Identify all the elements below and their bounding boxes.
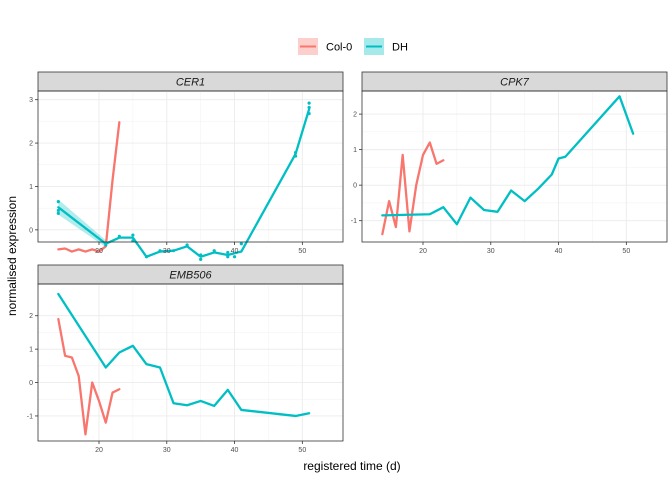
data-point-dh-cer1	[185, 243, 189, 247]
x-tick-label: 50	[298, 248, 306, 255]
legend-label-col0: Col-0	[326, 42, 352, 54]
data-point-dh-cer1	[226, 250, 230, 255]
data-point-dh-cer1	[104, 243, 108, 247]
y-axis-cpk7: -1 0 1 2	[351, 112, 362, 225]
y-tick-label: 3	[29, 97, 33, 104]
x-tick-label: 30	[163, 447, 171, 454]
x-tick-label: 30	[487, 248, 495, 255]
data-point-dh-cer1	[199, 253, 203, 257]
x-tick-label: 20	[419, 248, 427, 255]
data-point-dh-cer1	[56, 211, 60, 215]
y-tick-label: 0	[29, 380, 33, 387]
panel-marks-cpk7	[381, 95, 635, 236]
series-line-col0-cer1	[57, 121, 121, 253]
panel-border-cpk7	[361, 90, 668, 243]
data-point-dh-cer1	[293, 151, 298, 155]
y-axis-cer1: 0 1 2 3	[29, 97, 38, 234]
y-axis-title: normalised expression	[5, 196, 19, 316]
panel-grid-cpk7	[362, 91, 667, 242]
y-tick-label: 1	[29, 184, 33, 191]
data-point-dh-cer1	[199, 257, 203, 261]
series-line-dh-cpk7	[381, 95, 635, 226]
series-line-dh-cer1	[57, 108, 311, 258]
facet-strip-label-cer1: CER1	[176, 77, 205, 89]
data-point-dh-cer1	[307, 111, 311, 116]
x-tick-label: 50	[298, 447, 306, 454]
x-tick-label: 20	[95, 248, 103, 255]
facet-panel-cer1: CER1 0 1 2 3 20 30 40 50	[29, 71, 344, 261]
y-tick-label: 0	[353, 183, 357, 190]
legend-item-col0: Col-0	[298, 38, 352, 55]
legend-item-dh: DH	[364, 38, 408, 55]
y-tick-label: 2	[29, 313, 33, 320]
x-tick-label: 30	[163, 248, 171, 255]
panel-marks-emb506	[57, 292, 311, 436]
facet-panel-cpk7: CPK7 -1 0 1 2 20 30 40 50	[351, 71, 668, 255]
panel-border-cer1	[37, 90, 344, 243]
data-point-dh-cer1	[212, 249, 216, 253]
data-point-dh-cer1	[158, 249, 162, 253]
y-tick-label: 0	[29, 227, 33, 234]
x-tick-label: 40	[231, 447, 239, 454]
x-axis-emb506: 20 30 40 50	[95, 441, 306, 454]
panel-marks-cer1	[56, 101, 311, 261]
data-point-dh-cer1	[226, 255, 230, 259]
legend: Col-0 DH	[298, 38, 408, 55]
data-point-dh-cer1	[171, 249, 176, 253]
legend-label-dh: DH	[392, 42, 408, 54]
data-point-dh-cer1	[117, 234, 121, 238]
data-point-dh-cer1	[144, 255, 149, 259]
data-point-dh-cer1	[131, 239, 135, 243]
panel-border-emb506	[37, 283, 344, 442]
data-point-dh-cer1	[307, 105, 311, 110]
x-tick-label: 20	[95, 447, 103, 454]
panel-grid-emb506	[38, 284, 343, 441]
data-point-dh-cer1	[232, 255, 237, 259]
x-tick-label: 50	[622, 248, 630, 255]
y-tick-label: 1	[353, 147, 357, 154]
y-tick-label: 2	[353, 112, 357, 119]
x-tick-label: 40	[555, 248, 563, 255]
facet-panel-emb506: EMB506 -1 0 1 2 20 30 40 50	[27, 264, 344, 454]
x-tick-label: 40	[231, 248, 239, 255]
series-line-col0-emb506	[57, 317, 121, 436]
y-tick-label: -1	[351, 218, 357, 225]
x-axis-title: registered time (d)	[303, 459, 400, 473]
data-point-dh-cer1	[56, 208, 60, 212]
data-point-dh-cer1	[307, 101, 311, 105]
x-axis-cer1: 20 30 40 50	[95, 242, 306, 255]
x-axis-cpk7: 20 30 40 50	[419, 242, 630, 255]
data-point-dh-cer1	[239, 242, 243, 246]
data-point-dh-cer1	[56, 200, 60, 204]
facet-strip-label-emb506: EMB506	[169, 270, 212, 282]
y-tick-label: 1	[29, 347, 33, 354]
series-line-dh-emb506	[57, 292, 311, 418]
y-tick-label: 2	[29, 141, 33, 148]
facet-strip-label-cpk7: CPK7	[500, 77, 530, 89]
data-point-dh-cer1	[131, 233, 135, 237]
y-axis-emb506: -1 0 1 2	[27, 313, 38, 420]
y-tick-label: -1	[27, 413, 33, 420]
data-point-dh-cer1	[293, 154, 298, 158]
